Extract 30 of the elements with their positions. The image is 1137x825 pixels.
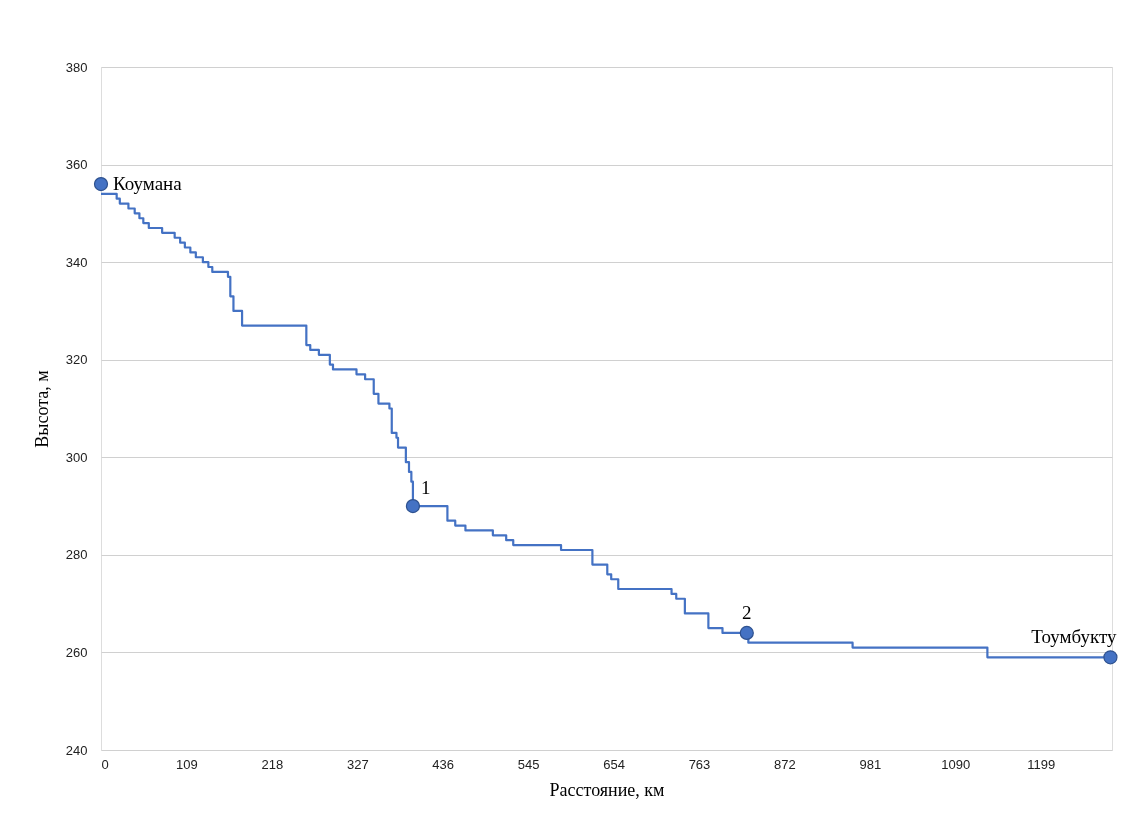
annotation: Тоумбукту	[1031, 626, 1117, 648]
annotation: Коумана	[113, 173, 183, 195]
x-tick-label: 1199	[1027, 756, 1056, 772]
point	[93, 176, 109, 192]
annotation: 1	[420, 477, 431, 499]
x-tick-label: 545	[517, 756, 540, 772]
y-tick-label: 360	[65, 157, 88, 173]
x-tick-label: 109	[176, 756, 198, 772]
x-tick-label: 1090	[941, 756, 971, 772]
x-tick-label: 763	[688, 756, 711, 772]
y-tick-label: 300	[65, 449, 88, 465]
x-tick-label: 327	[346, 756, 369, 772]
point	[739, 625, 754, 641]
y-tick-label: 380	[65, 59, 88, 75]
y-tick-label: 320	[65, 352, 88, 368]
x-tick-label: 436	[432, 756, 455, 772]
y-axis-title: Высота, м	[31, 370, 52, 448]
x-tick-label: 218	[261, 756, 284, 772]
annotation: 2	[742, 601, 752, 623]
x-tick-label: 0	[101, 756, 109, 772]
y-tick-label: 240	[65, 742, 88, 758]
point	[405, 498, 421, 514]
y-tick-label: 280	[65, 547, 88, 563]
x-tick-label: 654	[603, 756, 625, 772]
x-axis-title: Расстояние, км	[549, 779, 665, 800]
y-tick-label: 340	[65, 254, 88, 270]
x-tick-label: 981	[859, 756, 882, 772]
point	[1103, 650, 1118, 665]
x-tick-label: 872	[774, 756, 796, 772]
y-tick-label: 260	[65, 644, 88, 660]
